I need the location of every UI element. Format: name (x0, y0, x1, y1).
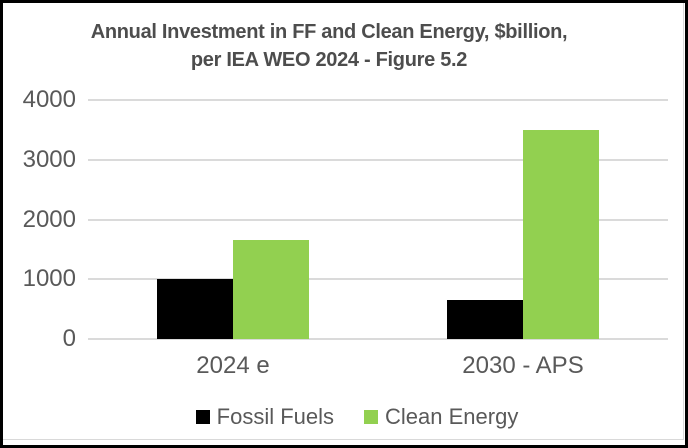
gridline-4000 (88, 99, 668, 101)
gridline-1000 (88, 278, 668, 281)
legend: Fossil Fuels Clean Energy (3, 404, 688, 430)
chart-title: Annual Investment in FF and Clean Energy… (29, 18, 629, 74)
gridline-2000 (88, 218, 668, 221)
y-axis-tick-label-0: 0 (62, 325, 76, 352)
chart-title-line-2: per IEA WEO 2024 - Figure 5.2 (190, 49, 468, 71)
chart-surface: Annual Investment in FF and Clean Energy… (3, 3, 684, 440)
legend-label-fossil-fuels: Fossil Fuels (216, 404, 335, 429)
legend-label-clean-energy: Clean Energy (385, 404, 519, 429)
y-axis-tick-label-3000: 3000 (22, 146, 76, 173)
chart-title-line-1: Annual Investment in FF and Clean Energy… (90, 21, 568, 43)
gridline-3000 (88, 158, 668, 161)
bar-fossil-fuels-2030-aps (447, 300, 523, 339)
bar-clean-energy-2024-e (233, 240, 309, 339)
plot-area (88, 99, 668, 340)
x-axis-category-label-2024-e: 2024 e (196, 352, 270, 379)
gridline-0 (88, 338, 668, 340)
x-axis-category-label-2030-aps: 2030 - APS (462, 352, 584, 379)
legend-item-clean-energy: Clean Energy (364, 404, 518, 430)
y-axis-tick-label-1000: 1000 (22, 265, 76, 292)
legend-swatch-clean-energy (364, 410, 379, 424)
legend-item-fossil-fuels: Fossil Fuels (195, 404, 335, 430)
bar-clean-energy-2030-aps (523, 130, 599, 339)
y-axis-tick-label-2000: 2000 (22, 206, 76, 233)
legend-swatch-fossil-fuels (195, 410, 210, 424)
bar-fossil-fuels-2024-e (157, 279, 233, 339)
y-axis-tick-label-4000: 4000 (22, 86, 76, 113)
